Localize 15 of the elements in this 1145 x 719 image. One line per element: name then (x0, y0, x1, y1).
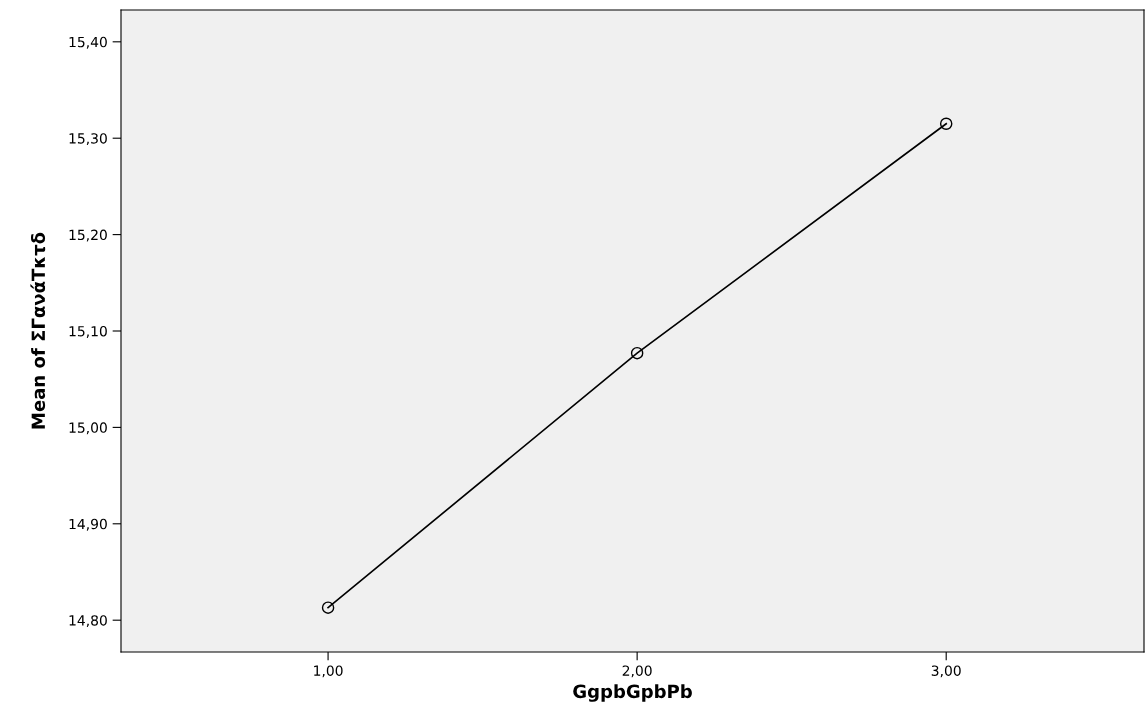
y-tick-label: 14,80 (69, 615, 107, 628)
point (939, 117, 953, 130)
point (321, 601, 335, 614)
y-tick-label: 15,00 (69, 422, 107, 435)
y-tick-label: 15,20 (69, 229, 107, 242)
y-tick-label: 15,40 (69, 36, 107, 49)
y-tick-label: 15,10 (69, 325, 107, 338)
x-axis-title: GgpbGpbPb (573, 684, 692, 702)
point (630, 346, 644, 360)
y-tick-label: 15,30 (69, 133, 107, 146)
x-tick-label: 2,00 (622, 665, 652, 678)
x-tick-label: 1,00 (314, 665, 343, 678)
y-tick-label: 14,90 (69, 518, 107, 531)
y-axis-title: Mean of ΣΓανάΤκτδ (30, 232, 46, 429)
x-tick-label: 3,00 (931, 665, 961, 678)
